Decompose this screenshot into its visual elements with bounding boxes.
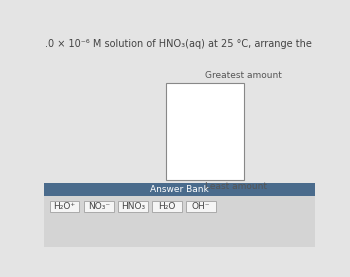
Text: OH⁻: OH⁻	[192, 202, 210, 211]
FancyBboxPatch shape	[118, 201, 148, 212]
Text: Least amount: Least amount	[205, 182, 267, 191]
FancyBboxPatch shape	[152, 201, 182, 212]
FancyBboxPatch shape	[44, 196, 315, 247]
Text: NO₃⁻: NO₃⁻	[88, 202, 110, 211]
FancyBboxPatch shape	[84, 201, 113, 212]
Text: HNO₃: HNO₃	[121, 202, 145, 211]
FancyBboxPatch shape	[44, 183, 315, 196]
FancyBboxPatch shape	[50, 201, 79, 212]
FancyBboxPatch shape	[186, 201, 216, 212]
Text: Answer Bank: Answer Bank	[150, 185, 209, 194]
Text: H₂O⁺: H₂O⁺	[54, 202, 76, 211]
FancyBboxPatch shape	[166, 83, 244, 179]
Text: .0 × 10⁻⁶ M solution of HNO₃(aq) at 25 °C, arrange the species by their relative: .0 × 10⁻⁶ M solution of HNO₃(aq) at 25 °…	[45, 39, 350, 49]
Text: H₂O: H₂O	[158, 202, 176, 211]
Text: Greatest amount: Greatest amount	[205, 71, 282, 80]
